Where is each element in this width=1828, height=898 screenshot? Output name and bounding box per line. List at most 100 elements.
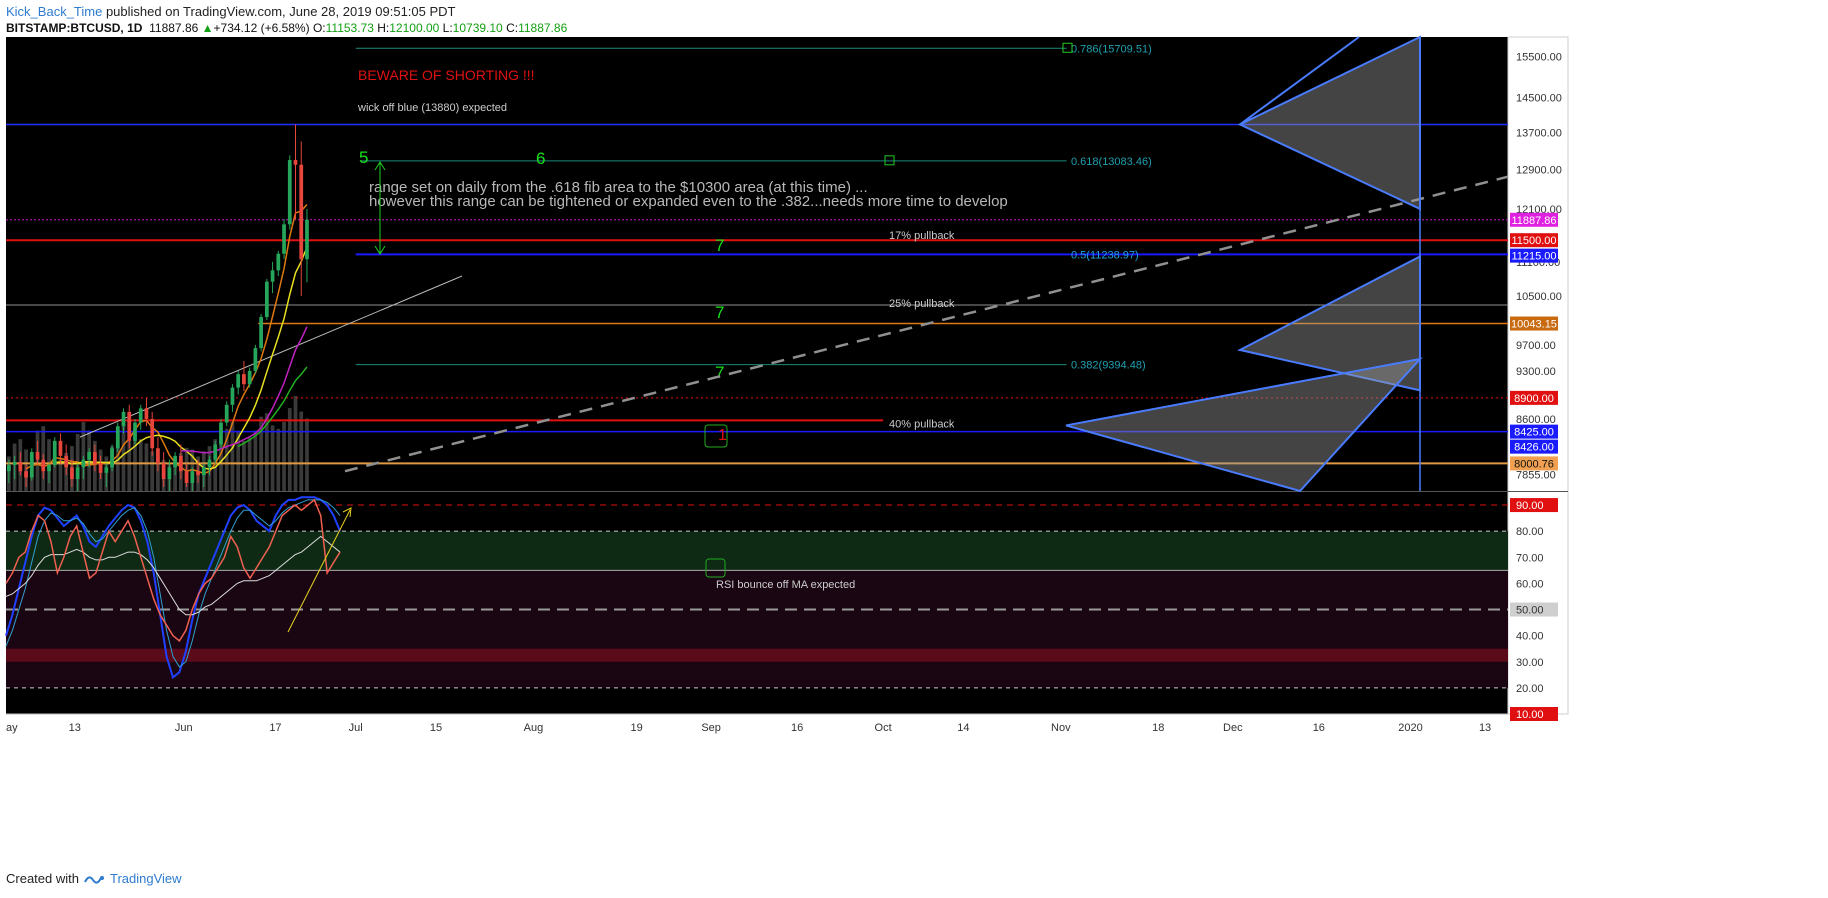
candle-body xyxy=(70,467,74,480)
rsi-tick-label: 30.00 xyxy=(1516,657,1544,669)
volume-bar xyxy=(138,439,143,491)
price-badge xyxy=(1510,212,1558,227)
volume-bar xyxy=(150,451,155,491)
tradingview-link[interactable]: TradingView xyxy=(109,871,182,886)
volume-bar xyxy=(282,421,286,491)
price-badge-label: 8425.00 xyxy=(1514,427,1554,439)
time-tick-label: 16 xyxy=(791,722,803,734)
price-badge xyxy=(1510,233,1558,248)
time-tick-label: 13 xyxy=(69,722,81,734)
candle-body xyxy=(161,463,166,480)
grey-trendline xyxy=(79,275,463,438)
price-badge-label: 8426.00 xyxy=(1514,442,1554,454)
rsi-tick-label: 70.00 xyxy=(1516,552,1544,564)
time-tick-label: 15 xyxy=(430,722,442,734)
volume-bar xyxy=(259,416,263,491)
published-text: published on TradingView.com, June 28, 2… xyxy=(102,4,456,19)
rsi-oversold-band xyxy=(6,648,1508,662)
time-tick-label: Jul xyxy=(349,722,363,734)
volume-bar xyxy=(127,415,132,491)
volume-bar xyxy=(293,396,298,491)
price-tick-label: 10500.00 xyxy=(1516,291,1562,303)
candle-body xyxy=(173,455,177,468)
price-badge xyxy=(1510,390,1558,405)
candle-body xyxy=(18,461,23,472)
price-badge-label: 8900.00 xyxy=(1514,393,1554,405)
price-tick-label: 13700.00 xyxy=(1516,127,1562,139)
candle-body xyxy=(150,418,155,449)
candle-body xyxy=(35,452,40,460)
candle-body xyxy=(121,411,126,427)
price-badge xyxy=(1510,456,1558,471)
candle-body xyxy=(7,465,11,472)
volume-bar xyxy=(156,456,160,491)
candle-body xyxy=(293,160,298,165)
volume-bar xyxy=(224,428,229,491)
volume-bar xyxy=(213,439,218,491)
wave-1-box xyxy=(704,424,728,448)
fib-0786-marker xyxy=(1062,42,1073,53)
beware-annotation: BEWARE OF SHORTING !!! xyxy=(358,67,535,83)
time-tick-label: Jun xyxy=(175,722,193,734)
projection-triangle-low xyxy=(1065,357,1423,493)
candle-body xyxy=(282,224,286,254)
time-tick-label: Nov xyxy=(1051,722,1071,734)
rsi-tick-label: 10.00 xyxy=(1516,709,1544,721)
price-badge xyxy=(1510,424,1558,439)
rsi-lower-zone xyxy=(6,570,1508,688)
rsi-tick-label: 60.00 xyxy=(1516,578,1544,590)
volume-bar xyxy=(133,430,137,491)
author-link[interactable]: Kick_Back_Time xyxy=(6,4,103,19)
rsi-tick-label: 80.00 xyxy=(1516,526,1544,538)
time-tick-label: 19 xyxy=(630,722,642,734)
time-tick-label: Aug xyxy=(524,722,544,734)
candle-body xyxy=(242,374,246,385)
price-badge-label: 11500.00 xyxy=(1511,235,1556,247)
price-badge xyxy=(1510,248,1558,263)
tradingview-logo-icon xyxy=(84,875,104,884)
time-tick-label: 16 xyxy=(1313,722,1325,734)
candle-body xyxy=(299,164,304,260)
candle-body xyxy=(213,444,218,460)
symbol-label: BITSTAMP:BTCUSD, 1D xyxy=(6,21,143,35)
volume-bar xyxy=(121,421,126,491)
candle-body xyxy=(64,455,69,468)
time-tick-label: ay xyxy=(6,722,18,734)
time-tick-label: 2020 xyxy=(1398,722,1422,734)
projection-triangle-top-edge xyxy=(1239,36,1360,126)
price-tick-label: 9700.00 xyxy=(1516,340,1556,352)
range-arrow-up-icon xyxy=(374,161,386,171)
candle-body xyxy=(190,471,195,484)
pullback-25-label: 25% pullback xyxy=(889,298,955,310)
volume-bar xyxy=(270,425,275,491)
candle-body xyxy=(270,270,275,282)
pullback-17-label: 17% pullback xyxy=(889,230,955,242)
rsi-note-box xyxy=(705,558,726,578)
candle-body xyxy=(230,387,235,405)
dashed-support-trendline xyxy=(344,175,1509,473)
rsi-note-annotation: RSI bounce off MA expected xyxy=(716,579,855,591)
candle-body xyxy=(52,440,57,466)
candle-body xyxy=(81,459,86,468)
rsi-upper-zone xyxy=(6,531,1508,571)
rsi-50-badge xyxy=(1510,602,1558,617)
candle-body xyxy=(110,448,114,468)
candle-body xyxy=(133,422,137,441)
candle-body xyxy=(104,467,109,473)
candle-body xyxy=(184,471,189,484)
candle-body xyxy=(87,452,91,460)
volume-bar xyxy=(253,430,258,491)
pullback-40-label: 40% pullback xyxy=(889,418,955,430)
volume-bar xyxy=(242,440,246,491)
wave-1-label: 1 xyxy=(718,427,727,444)
rsi-ma-line xyxy=(5,535,341,616)
wave-7c-label: 7 xyxy=(715,363,724,382)
ma-slow-line xyxy=(180,326,308,454)
volume-bar xyxy=(287,408,292,491)
candle-body xyxy=(196,471,200,476)
candle-body xyxy=(219,422,223,445)
price-badge-label: 11887.86 xyxy=(1511,215,1556,227)
candle-body xyxy=(92,452,97,464)
price-tick-label: 12900.00 xyxy=(1516,165,1562,177)
